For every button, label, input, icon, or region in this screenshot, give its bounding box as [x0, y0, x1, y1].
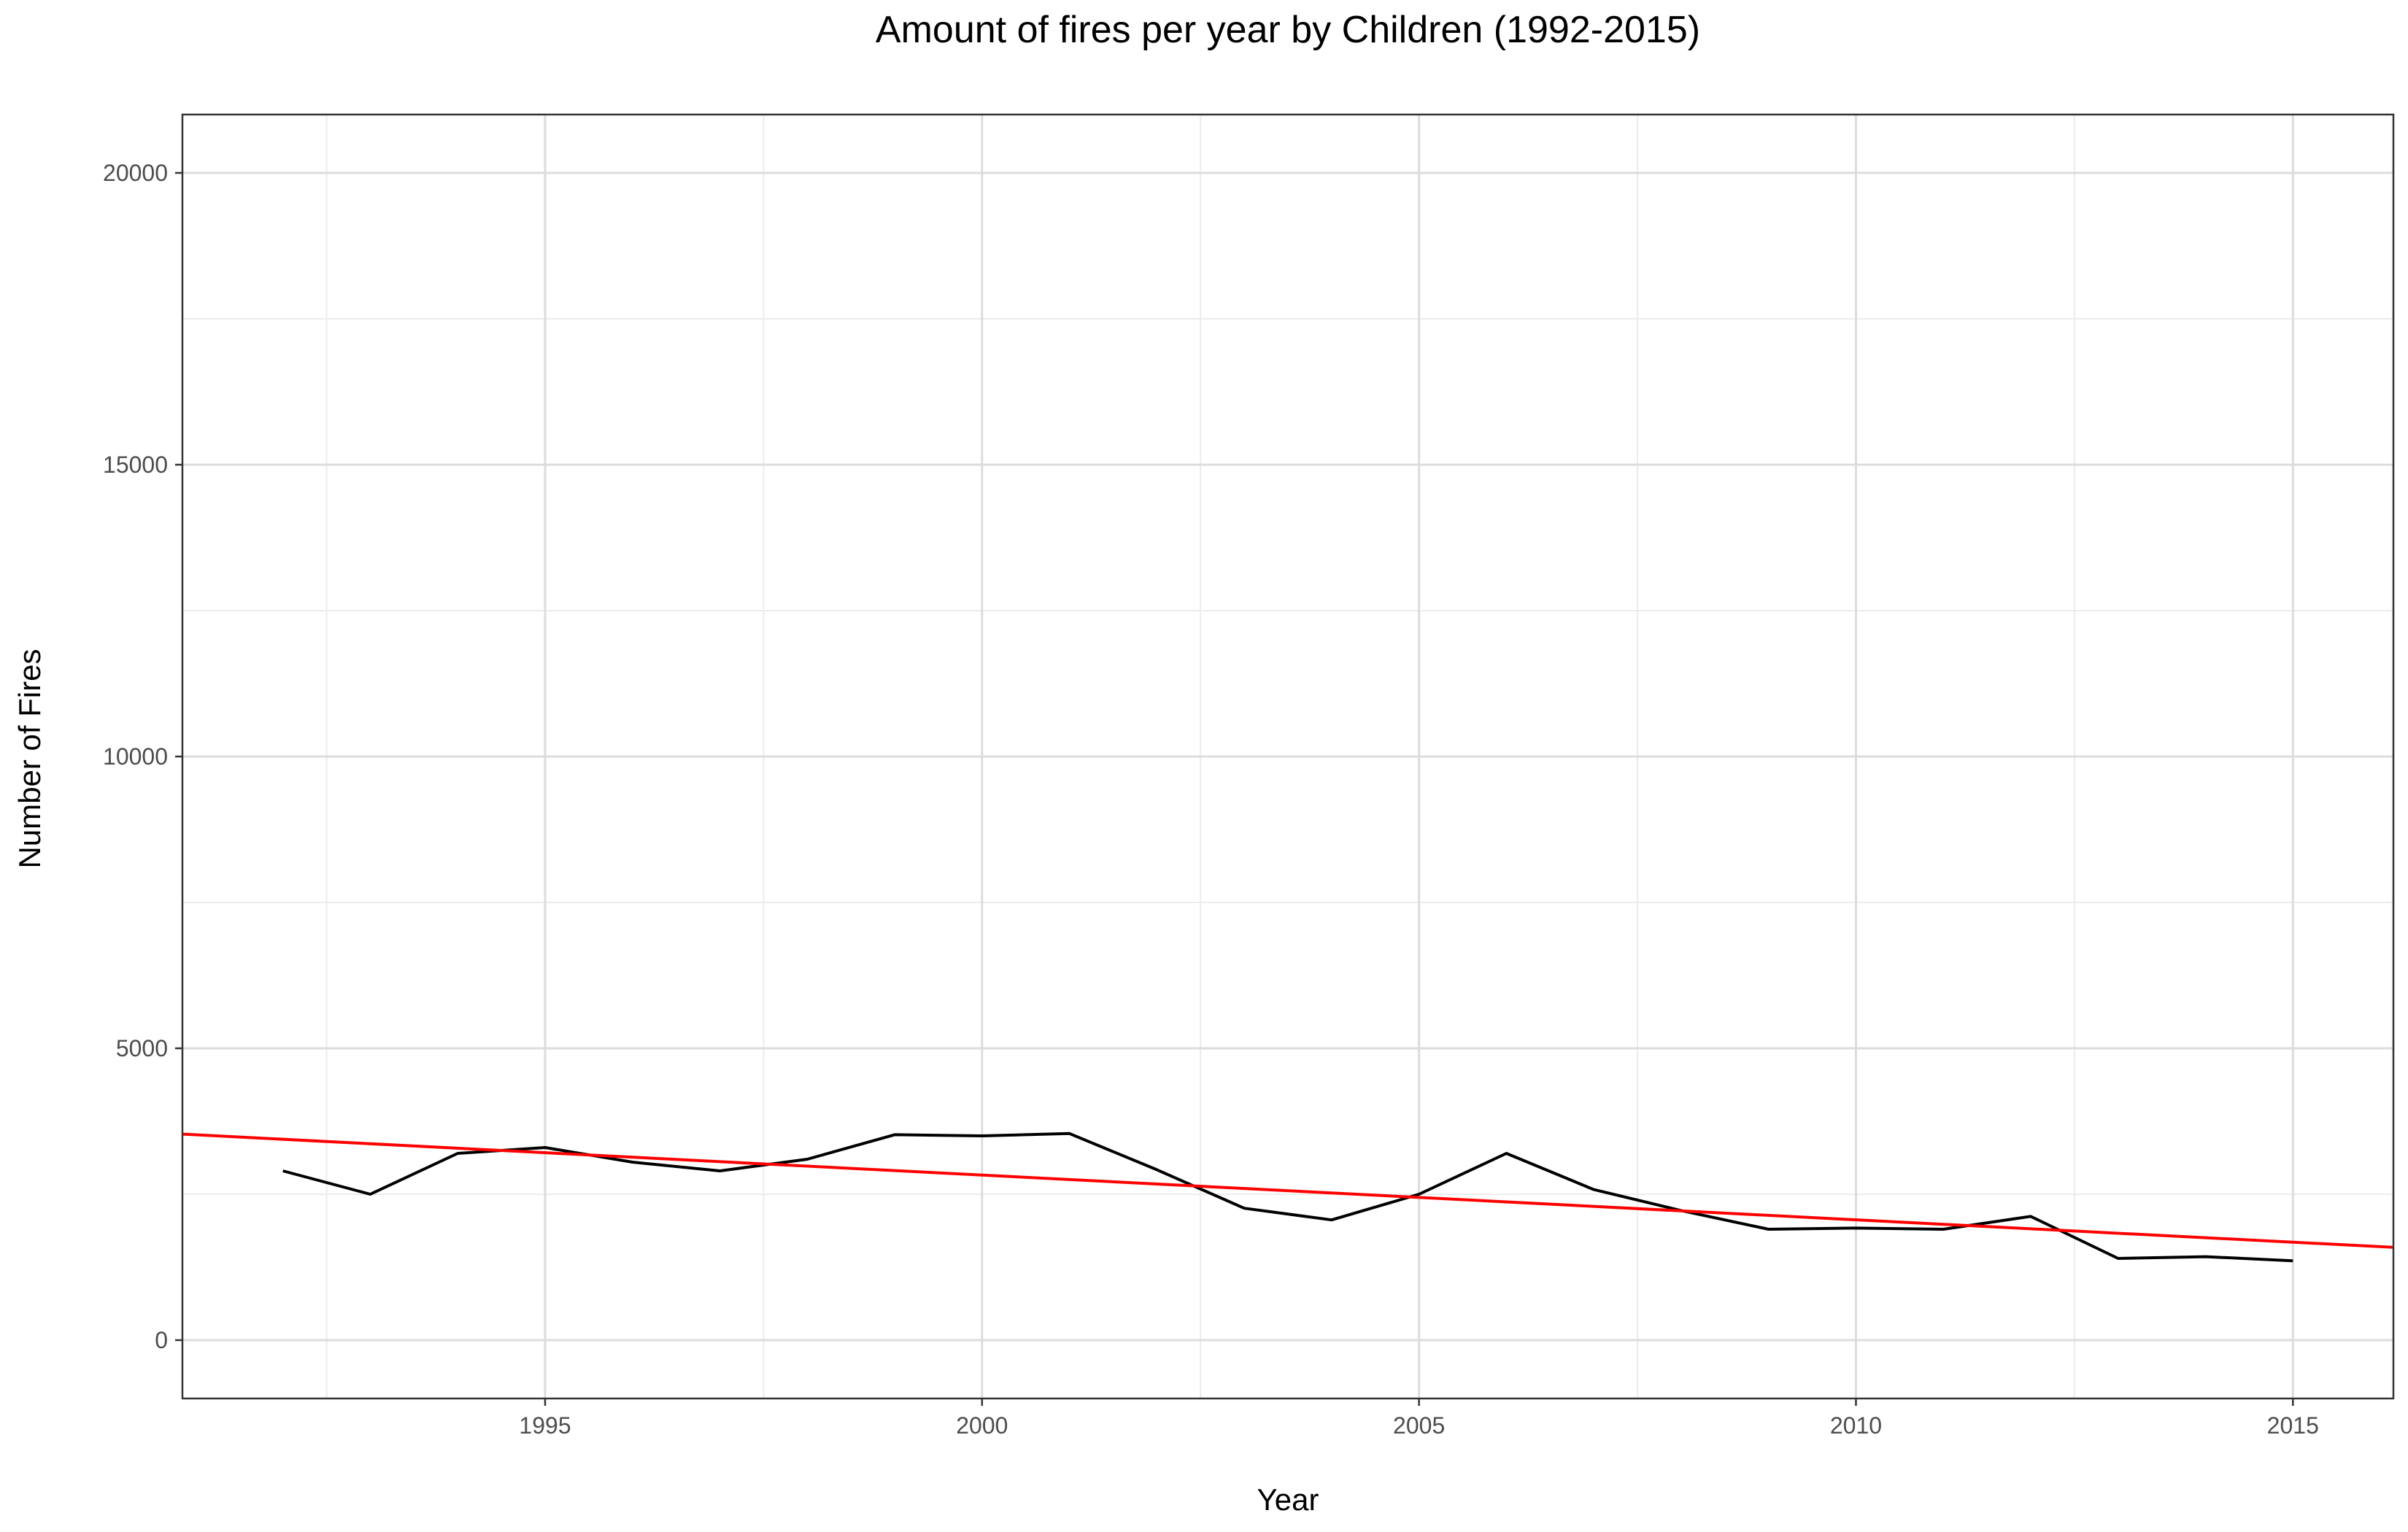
y-tick-label: 15000: [103, 452, 168, 478]
x-tick-label: 1995: [519, 1412, 571, 1439]
fires-series-line: [282, 1131, 2293, 1263]
grid: [182, 115, 2393, 1398]
x-tick-label: 2000: [956, 1412, 1008, 1439]
y-tick-label: 10000: [103, 743, 168, 770]
axis-ticks: 1995 2000 2005 2010 2015 0 5000 10000 15000 20000: [103, 160, 2319, 1439]
plot-series: [182, 1131, 2393, 1263]
x-tick-label: 2010: [1830, 1412, 1882, 1439]
chart-title: Amount of fires per year by Children (19…: [876, 9, 1700, 51]
x-tick-label: 2015: [2267, 1412, 2319, 1439]
y-axis-title: Number of Fires: [12, 649, 47, 868]
y-tick-label: 20000: [103, 160, 168, 186]
y-tick-label: 5000: [116, 1035, 168, 1061]
trend-line: [182, 1132, 2393, 1249]
x-tick-label: 2005: [1393, 1412, 1445, 1439]
x-axis-title: Year: [1257, 1482, 1319, 1517]
y-tick-label: 0: [155, 1327, 168, 1353]
